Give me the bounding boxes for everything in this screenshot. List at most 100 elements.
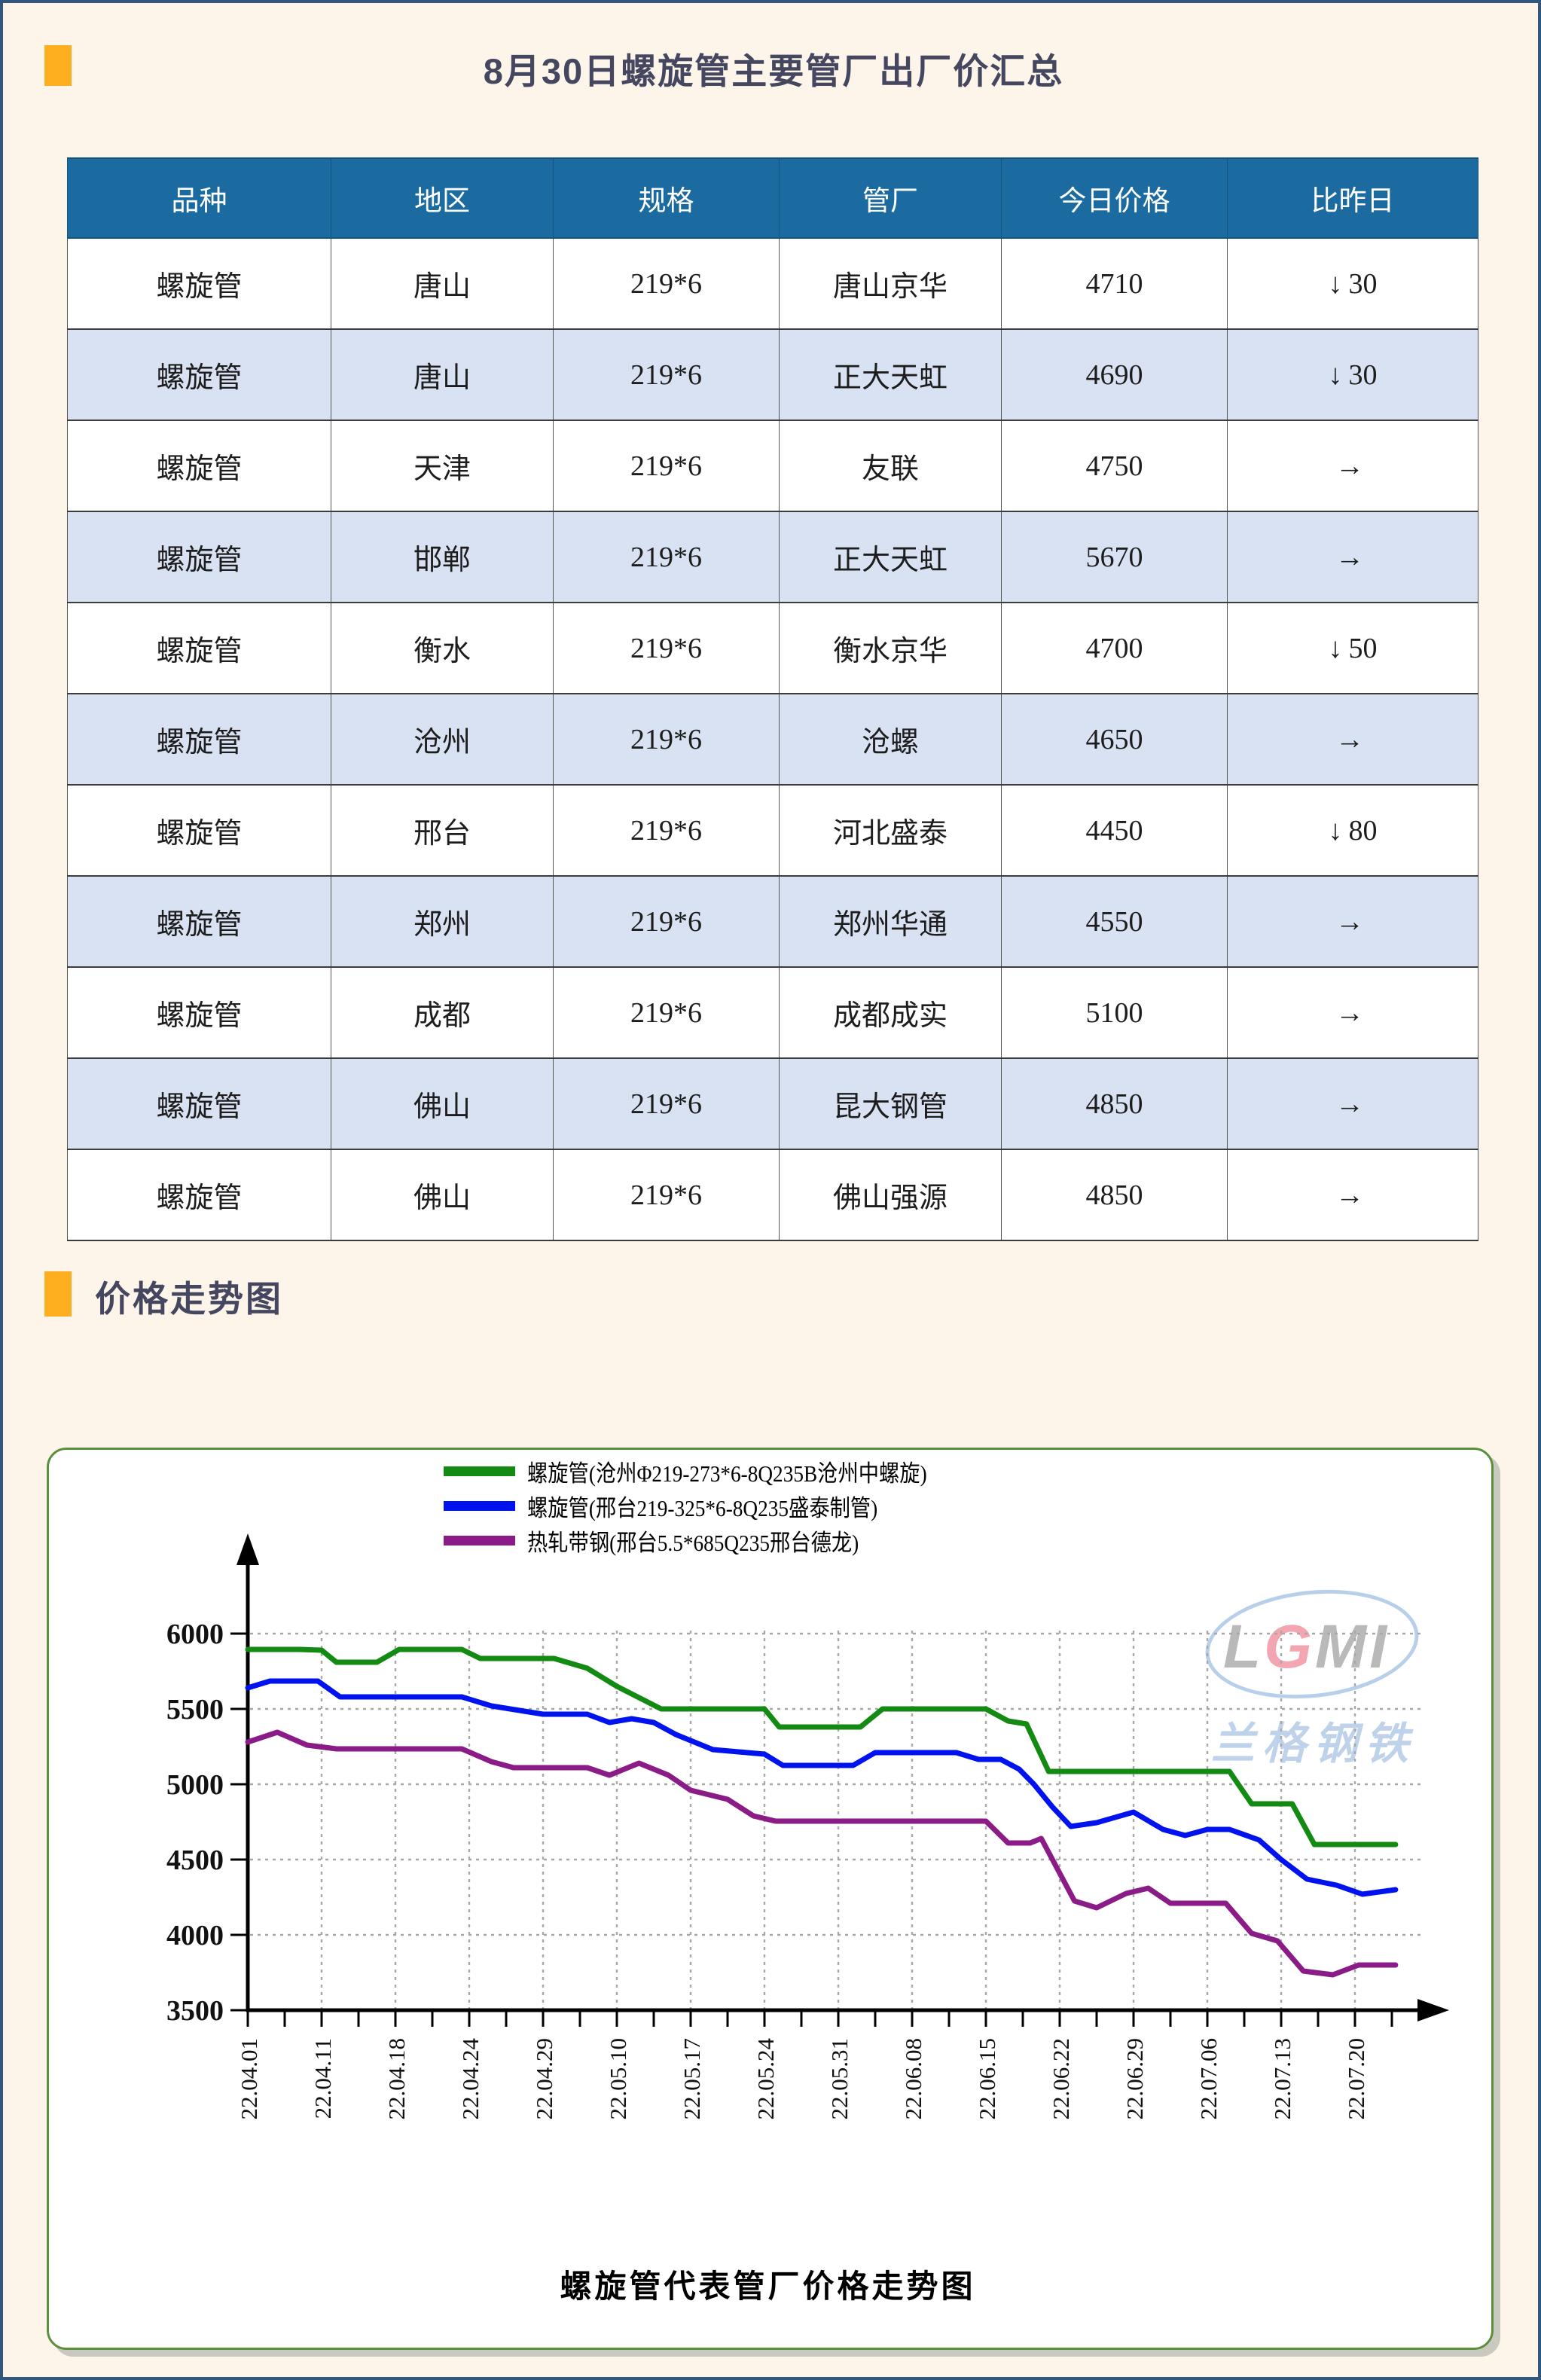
arrow-right-icon: → (1335, 996, 1364, 1029)
arrow-right-icon: → (1335, 541, 1364, 573)
chart-panel (47, 1448, 1494, 2350)
cell-spec: 219*6 (553, 1057, 780, 1150)
cell-spec: 219*6 (553, 875, 780, 968)
cell-factory: 成都成实 (779, 966, 1002, 1059)
chart-legend: 螺旋管(沧州Φ219-273*6-8Q235B沧州中螺旋) 螺旋管(邢台219-3… (444, 1454, 981, 1558)
legend-label: 螺旋管(邢台219-325*6-8Q235盛泰制管) (527, 1494, 878, 1521)
cell-spec: 219*6 (553, 602, 780, 694)
cell-variety: 螺旋管 (67, 602, 331, 694)
column-header-1: 地区 (331, 157, 554, 239)
cell-spec: 219*6 (553, 237, 780, 330)
cell-region: 佛山 (331, 1057, 554, 1150)
cell-factory: 郑州华通 (779, 875, 1002, 968)
cell-factory: 沧螺 (779, 693, 1002, 786)
cell-change: ↓ 30 (1227, 328, 1478, 421)
cell-variety: 螺旋管 (67, 237, 331, 330)
chart-caption: 螺旋管代表管厂价格走势图 (560, 2269, 976, 2304)
table-row: 螺旋管 唐山 219*6 唐山京华 4710 ↓ 30 (67, 237, 1478, 330)
change-amount: 80 (1348, 814, 1378, 847)
legend-label: 热轧带钢(邢台5.5*685Q235邢台德龙) (527, 1529, 859, 1556)
arrow-right-icon: → (1335, 723, 1364, 755)
cell-region: 唐山 (331, 237, 554, 330)
change-amount: 30 (1348, 359, 1378, 391)
lgmi-watermark: LGMI 兰格钢铁 (1200, 1579, 1431, 1768)
table-row: 螺旋管 郑州 219*6 郑州华通 4550 → (67, 875, 1478, 968)
legend-swatch-icon (444, 1535, 515, 1545)
table-row: 螺旋管 邢台 219*6 河北盛泰 4450 ↓ 80 (67, 784, 1478, 877)
cell-change: ↓ 50 (1227, 602, 1478, 694)
watermark-logo: LGMI (1223, 1613, 1390, 1681)
cell-factory: 友联 (779, 420, 1002, 512)
cell-price: 4850 (1001, 1149, 1228, 1241)
cell-price: 4690 (1001, 328, 1228, 421)
cell-region: 邢台 (331, 784, 554, 877)
column-header-3: 管厂 (779, 157, 1002, 239)
cell-variety: 螺旋管 (67, 1149, 331, 1241)
cell-factory: 河北盛泰 (779, 784, 1002, 877)
cell-spec: 219*6 (553, 966, 780, 1059)
cell-price: 4450 (1001, 784, 1228, 877)
cell-change: → (1227, 1149, 1478, 1241)
table-row: 螺旋管 天津 219*6 友联 4750 → (67, 420, 1478, 512)
table-row: 螺旋管 沧州 219*6 沧螺 4650 → (67, 693, 1478, 786)
column-header-5: 比昨日 (1227, 157, 1478, 239)
cell-region: 邯郸 (331, 511, 554, 603)
arrow-right-icon: → (1335, 1088, 1364, 1120)
arrow-down-icon: ↓ (1328, 267, 1343, 300)
cell-region: 郑州 (331, 875, 554, 968)
cell-change: → (1227, 420, 1478, 512)
page-title: 8月30日螺旋管主要管厂出厂价汇总 (483, 51, 1064, 91)
cell-price: 4550 (1001, 875, 1228, 968)
cell-spec: 219*6 (553, 693, 780, 786)
legend-item: 螺旋管(邢台219-325*6-8Q235盛泰制管) (444, 1488, 981, 1523)
cell-factory: 唐山京华 (779, 237, 1002, 330)
cell-spec: 219*6 (553, 784, 780, 877)
table-row: 螺旋管 唐山 219*6 正大天虹 4690 ↓ 30 (67, 328, 1478, 421)
legend-item: 螺旋管(沧州Φ219-273*6-8Q235B沧州中螺旋) (444, 1454, 981, 1488)
legend-label: 螺旋管(沧州Φ219-273*6-8Q235B沧州中螺旋) (527, 1460, 927, 1487)
cell-region: 成都 (331, 966, 554, 1059)
cell-region: 唐山 (331, 328, 554, 421)
watermark-cn-text: 兰格钢铁 (1211, 1719, 1417, 1768)
cell-price: 4710 (1001, 237, 1228, 330)
column-header-2: 规格 (553, 157, 780, 239)
cell-change: ↓ 80 (1227, 784, 1478, 877)
cell-change: → (1227, 966, 1478, 1059)
cell-region: 佛山 (331, 1149, 554, 1241)
cell-variety: 螺旋管 (67, 420, 331, 512)
change-amount: 30 (1348, 267, 1378, 300)
cell-region: 沧州 (331, 693, 554, 786)
cell-region: 衡水 (331, 602, 554, 694)
cell-spec: 219*6 (553, 511, 780, 603)
table-row: 螺旋管 成都 219*6 成都成实 5100 → (67, 966, 1478, 1059)
arrow-down-icon: ↓ (1328, 632, 1343, 664)
table-header-row: 品种 地区 规格 管厂 今日价格 比昨日 (67, 157, 1478, 239)
section-title: 价格走势图 (95, 1279, 283, 1319)
legend-item: 热轧带钢(邢台5.5*685Q235邢台德龙) (444, 1523, 981, 1558)
cell-change: → (1227, 1057, 1478, 1150)
cell-price: 4850 (1001, 1057, 1228, 1150)
cell-factory: 衡水京华 (779, 602, 1002, 694)
title-bullet-icon (44, 45, 72, 86)
column-header-0: 品种 (67, 157, 331, 239)
cell-factory: 正大天虹 (779, 328, 1002, 421)
cell-variety: 螺旋管 (67, 328, 331, 421)
arrow-down-icon: ↓ (1328, 814, 1343, 847)
legend-swatch-icon (444, 1466, 515, 1476)
cell-factory: 正大天虹 (779, 511, 1002, 603)
column-header-4: 今日价格 (1001, 157, 1228, 239)
section-bullet-icon (44, 1271, 72, 1317)
cell-variety: 螺旋管 (67, 693, 331, 786)
legend-swatch-icon (444, 1500, 515, 1511)
cell-price: 4750 (1001, 420, 1228, 512)
cell-price: 5670 (1001, 511, 1228, 603)
cell-region: 天津 (331, 420, 554, 512)
price-table: 品种 地区 规格 管厂 今日价格 比昨日 螺旋管 唐山 219*6 唐山京华 4710 ↓ 30 螺旋管… (67, 157, 1478, 1241)
cell-change: → (1227, 875, 1478, 968)
cell-price: 4700 (1001, 602, 1228, 694)
cell-variety: 螺旋管 (67, 966, 331, 1059)
arrow-right-icon: → (1335, 905, 1364, 938)
change-amount: 50 (1348, 632, 1378, 664)
table-row: 螺旋管 佛山 219*6 佛山强源 4850 → (67, 1149, 1478, 1241)
cell-change: → (1227, 511, 1478, 603)
